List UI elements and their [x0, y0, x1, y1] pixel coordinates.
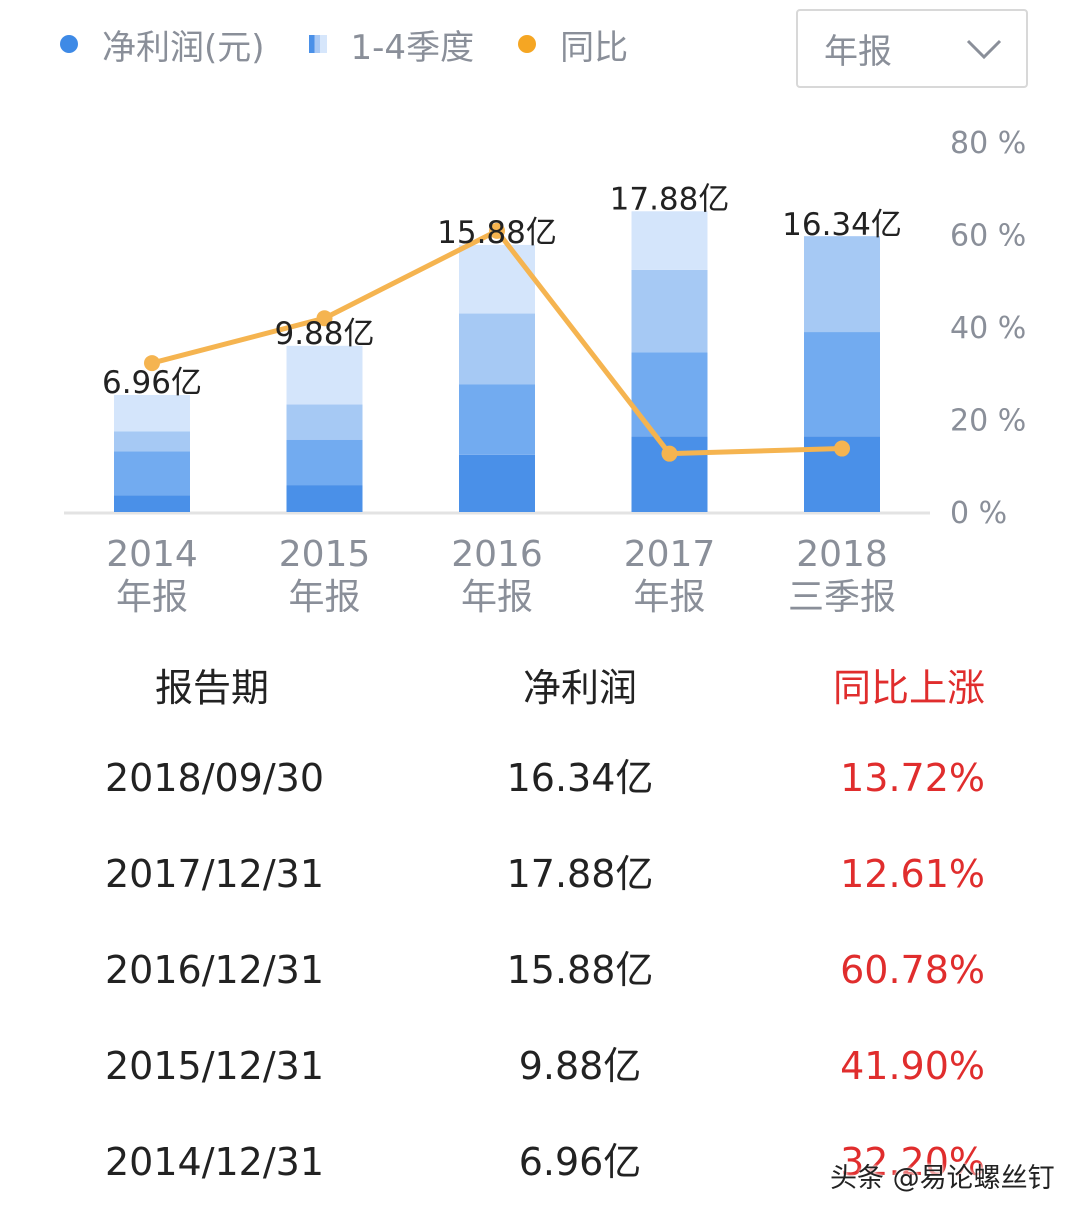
bar-segment	[804, 332, 880, 437]
bar-value-label: 6.96亿	[102, 365, 202, 401]
watermark: 头条 @易论螺丝钉	[830, 1163, 1055, 1194]
header-yoy: 同比上涨	[832, 666, 985, 710]
legend-net-profit-label: 净利润(元)	[102, 27, 265, 68]
bar-segment	[631, 211, 708, 270]
yoy-point	[834, 440, 850, 457]
row-profit: 15.88亿	[506, 948, 654, 992]
table-header-row: 报告期 净利润 同比上涨	[0, 640, 1080, 736]
bar-segment	[459, 313, 535, 385]
row-profit: 9.88亿	[518, 1044, 642, 1088]
row-date: 2014/12/31	[105, 1140, 325, 1184]
period-select-value: 年报	[824, 32, 892, 72]
legend-quarters-label: 1-4季度	[350, 27, 475, 68]
orange-dot-icon	[518, 35, 537, 53]
x-axis-tick-label: 三季报	[788, 577, 896, 618]
row-date: 2016/12/31	[105, 948, 325, 992]
table-row[interactable]: 2015/12/31 9.88亿 41.90%	[0, 1018, 1080, 1114]
row-yoy: 13.72%	[840, 756, 985, 800]
bar-segment	[286, 404, 363, 440]
right-axis-tick-label: 0 %	[950, 496, 1007, 531]
bar-value-label: 15.88亿	[437, 215, 557, 251]
x-axis-tick-label: 年报	[116, 577, 188, 618]
legend-net-profit[interactable]: 净利润(元)	[60, 20, 265, 69]
bar-segment	[114, 431, 190, 452]
yoy-point	[489, 222, 505, 239]
table-row[interactable]: 2017/12/31 17.88亿 12.61%	[0, 826, 1080, 922]
row-profit: 16.34亿	[506, 756, 654, 800]
x-axis-tick-label: 2016	[451, 534, 543, 575]
bar-segment	[459, 454, 535, 512]
chevron-down-icon	[966, 39, 1002, 60]
row-yoy: 60.78%	[840, 948, 985, 992]
gradient-square-icon	[308, 35, 327, 53]
bar-segment	[459, 384, 535, 455]
right-axis-tick-label: 20 %	[950, 404, 1026, 439]
header-report-period: 报告期	[155, 666, 270, 710]
blue-dot-icon	[60, 35, 78, 53]
x-axis-tick-label: 2018	[796, 534, 888, 575]
row-date: 2015/12/31	[105, 1044, 325, 1088]
x-axis-tick-label: 年报	[461, 577, 533, 618]
legend-quarters[interactable]: 1-4季度	[308, 20, 475, 69]
net-profit-chart: 0 %20 %40 %60 %80 %2014年报2015年报2016年报201…	[64, 126, 1026, 618]
row-profit: 17.88亿	[506, 852, 654, 896]
x-axis-tick-label: 年报	[288, 577, 360, 618]
bar-segment	[804, 236, 880, 333]
period-select[interactable]: 年报	[796, 9, 1028, 88]
bar-value-label: 17.88亿	[610, 181, 730, 217]
x-axis-tick-label: 2017	[624, 534, 716, 575]
chart-legend: 净利润(元) 1-4季度 同比	[60, 18, 672, 70]
header-net-profit: 净利润	[522, 666, 637, 710]
bar-segment	[114, 495, 190, 512]
right-axis-tick-label: 60 %	[950, 219, 1026, 254]
bar-segment	[459, 244, 535, 314]
right-axis-tick-label: 40 %	[950, 311, 1026, 346]
row-yoy: 32.20%	[840, 1140, 985, 1184]
x-axis-tick-label: 2015	[279, 534, 371, 575]
bar-segment	[286, 485, 363, 512]
row-yoy: 41.90%	[840, 1044, 985, 1088]
yoy-point	[316, 310, 333, 327]
table-row[interactable]: 2016/12/31 15.88亿 60.78%	[0, 922, 1080, 1018]
bar-segment	[114, 394, 190, 432]
table-row[interactable]: 2014/12/31 6.96亿 32.20%	[0, 1114, 1080, 1210]
x-axis-tick-label: 年报	[633, 577, 705, 618]
bar-segment	[631, 352, 708, 437]
yoy-point	[661, 445, 678, 462]
bar-segment	[631, 269, 708, 353]
yoy-point	[144, 355, 160, 372]
right-axis-tick-label: 80 %	[950, 126, 1026, 161]
x-axis-tick-label: 2014	[106, 534, 198, 575]
legend-yoy[interactable]: 同比	[518, 20, 628, 69]
bar-segment	[114, 451, 190, 496]
bar-segment	[286, 439, 363, 486]
legend-yoy-label: 同比	[560, 27, 629, 68]
row-profit: 6.96亿	[518, 1140, 642, 1184]
bar-value-label: 9.88亿	[274, 316, 374, 352]
row-date: 2018/09/30	[105, 756, 325, 800]
bar-value-label: 16.34亿	[782, 207, 902, 243]
row-yoy: 12.61%	[840, 852, 985, 896]
row-date: 2017/12/31	[105, 852, 325, 896]
table-row[interactable]: 2018/09/30 16.34亿 13.72%	[0, 730, 1080, 826]
bar-segment	[286, 345, 363, 405]
